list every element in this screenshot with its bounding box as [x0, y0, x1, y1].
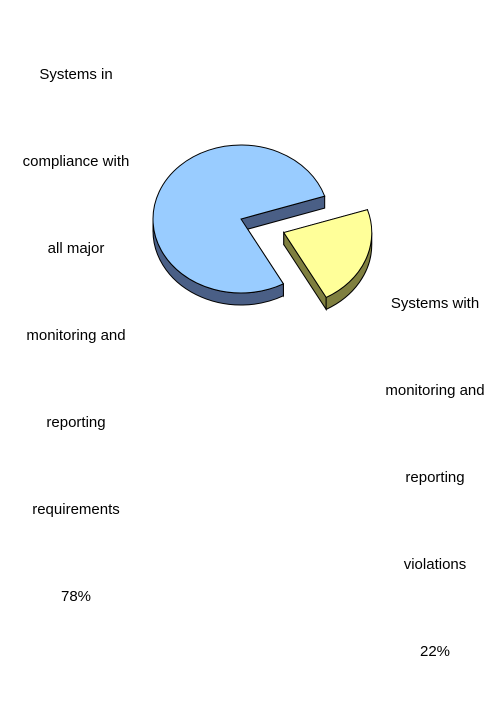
slice-percent-compliance: 78%: [60, 588, 92, 605]
slice-label-compliance-line-2: compliance with: [22, 153, 130, 170]
slice-label-compliance-line-1: Systems in: [39, 66, 113, 83]
slice-label-compliance: Systems in compliance with all major mon…: [2, 2, 150, 669]
slice-label-compliance-line-6: requirements: [32, 501, 120, 518]
slice-label-violations-line-1: Systems with: [390, 295, 480, 312]
pie-slice-compliance: [152, 144, 326, 294]
pie-chart-svg: [152, 144, 373, 312]
slice-label-compliance-line-4: monitoring and: [26, 327, 126, 344]
pie-slice-violations: [282, 209, 373, 299]
slice-label-violations-line-4: violations: [403, 556, 467, 573]
pie-chart: Systems in compliance with all major mon…: [23, 66, 485, 660]
slice-percent-violations: 22%: [419, 643, 451, 660]
slice-label-compliance-line-5: reporting: [46, 414, 106, 431]
slice-label-violations: Systems with monitoring and reporting vi…: [370, 231, 500, 724]
slice-label-violations-line-2: monitoring and: [385, 382, 485, 399]
slice-label-violations-line-3: reporting: [405, 469, 465, 486]
slice-label-compliance-line-3: all major: [47, 240, 105, 257]
